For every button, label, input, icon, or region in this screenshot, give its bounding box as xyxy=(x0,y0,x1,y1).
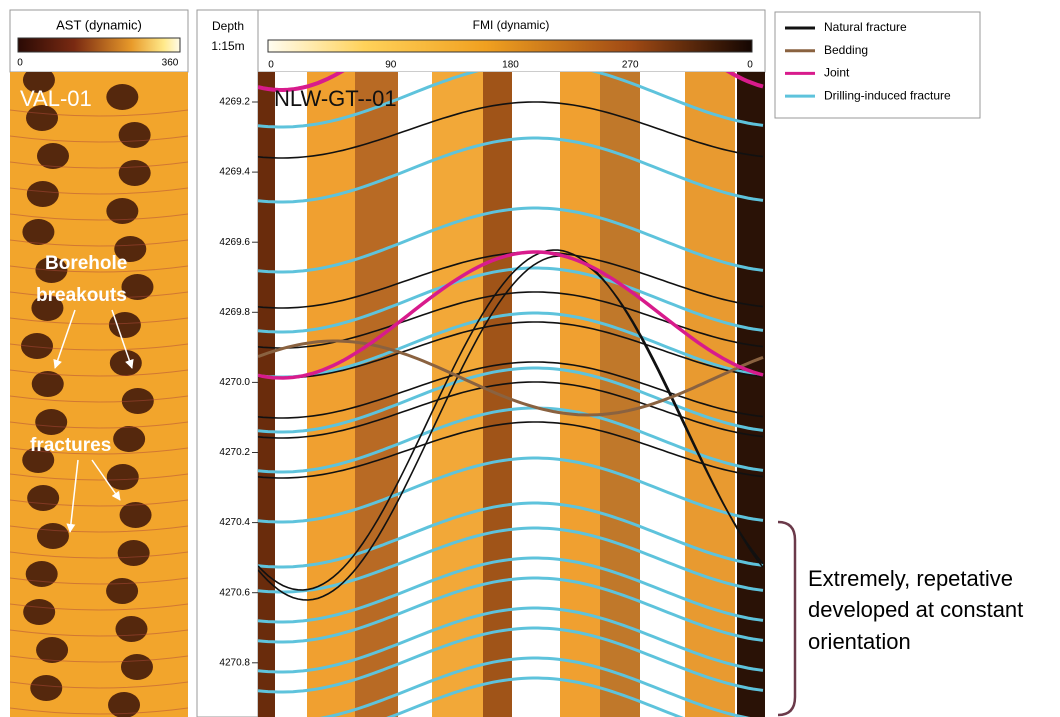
breakout-blob xyxy=(106,84,138,110)
fracture-label: fractures xyxy=(30,435,111,456)
depth-tick-label: 4270.8 xyxy=(219,657,250,668)
breakout-blob xyxy=(106,578,138,604)
annotation: Extremely, repetative xyxy=(808,566,1013,591)
ast-scale-min: 0 xyxy=(17,58,23,69)
fmi-title: FMI (dynamic) xyxy=(473,18,550,32)
legend-label: Joint xyxy=(824,66,850,80)
annotation: orientation xyxy=(808,629,911,654)
depth-tick-label: 4269.4 xyxy=(219,167,250,178)
fmi-colorbar xyxy=(268,40,752,52)
breakout-blob xyxy=(118,540,150,566)
fmi-pad xyxy=(355,72,398,717)
breakout-blob xyxy=(119,160,151,186)
ast-title: AST (dynamic) xyxy=(56,17,142,32)
legend-label: Bedding xyxy=(824,43,868,57)
ast-well: VAL-01 xyxy=(20,86,92,111)
breakout-blob xyxy=(30,675,62,701)
breakout-blob xyxy=(115,616,147,642)
depth-tick-label: 4270.4 xyxy=(219,517,250,528)
depth-tick-label: 4269.6 xyxy=(219,237,250,248)
depth-title: Depth xyxy=(212,19,244,33)
depth-tick-label: 4270.6 xyxy=(219,587,250,598)
fmi-scale-label: 90 xyxy=(385,60,397,71)
fmi-scale-label: 0 xyxy=(268,60,274,71)
legend-label: Natural fracture xyxy=(824,20,907,34)
breakout-blob xyxy=(107,464,139,490)
fmi-scale-label: 0 xyxy=(747,60,753,71)
depth-track xyxy=(197,10,258,717)
depth-tick-label: 4270.0 xyxy=(219,377,250,388)
depth-tick-label: 4269.8 xyxy=(219,307,250,318)
breakout-blob xyxy=(27,181,59,207)
fmi-well: NLW-GT--01 xyxy=(274,86,397,111)
breakout-blob xyxy=(22,219,54,245)
breakout-label: Borehole xyxy=(45,253,127,274)
breakout-blob xyxy=(121,654,153,680)
breakout-label: breakouts xyxy=(36,285,127,306)
figure: AST (dynamic) 0 360 VAL-01 Borehole brea… xyxy=(0,0,1060,717)
legend-label: Drilling-induced fracture xyxy=(824,88,951,102)
fmi-pad xyxy=(685,72,735,717)
depth-scale: 1:15m xyxy=(211,39,244,53)
ast-scale-max: 360 xyxy=(162,58,179,69)
fmi-pad xyxy=(560,72,600,717)
breakout-blob xyxy=(110,350,142,376)
annotation: developed at constant xyxy=(808,597,1023,622)
ast-colorbar xyxy=(18,38,180,52)
breakout-blob xyxy=(26,561,58,587)
fmi-scale-label: 180 xyxy=(502,60,519,71)
depth-tick-label: 4269.2 xyxy=(219,97,250,108)
breakout-blob xyxy=(27,485,59,511)
breakout-blob xyxy=(113,426,145,452)
breakout-blob xyxy=(35,409,67,435)
breakout-blob xyxy=(119,122,151,148)
bracket xyxy=(778,522,795,715)
depth-tick-label: 4270.2 xyxy=(219,447,250,458)
breakout-blob xyxy=(23,599,55,625)
fmi-scale-label: 270 xyxy=(622,60,639,71)
breakout-blob xyxy=(37,523,69,549)
